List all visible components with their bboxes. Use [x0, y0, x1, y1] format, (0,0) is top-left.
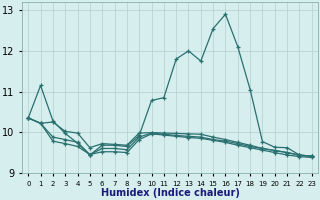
X-axis label: Humidex (Indice chaleur): Humidex (Indice chaleur): [100, 188, 239, 198]
